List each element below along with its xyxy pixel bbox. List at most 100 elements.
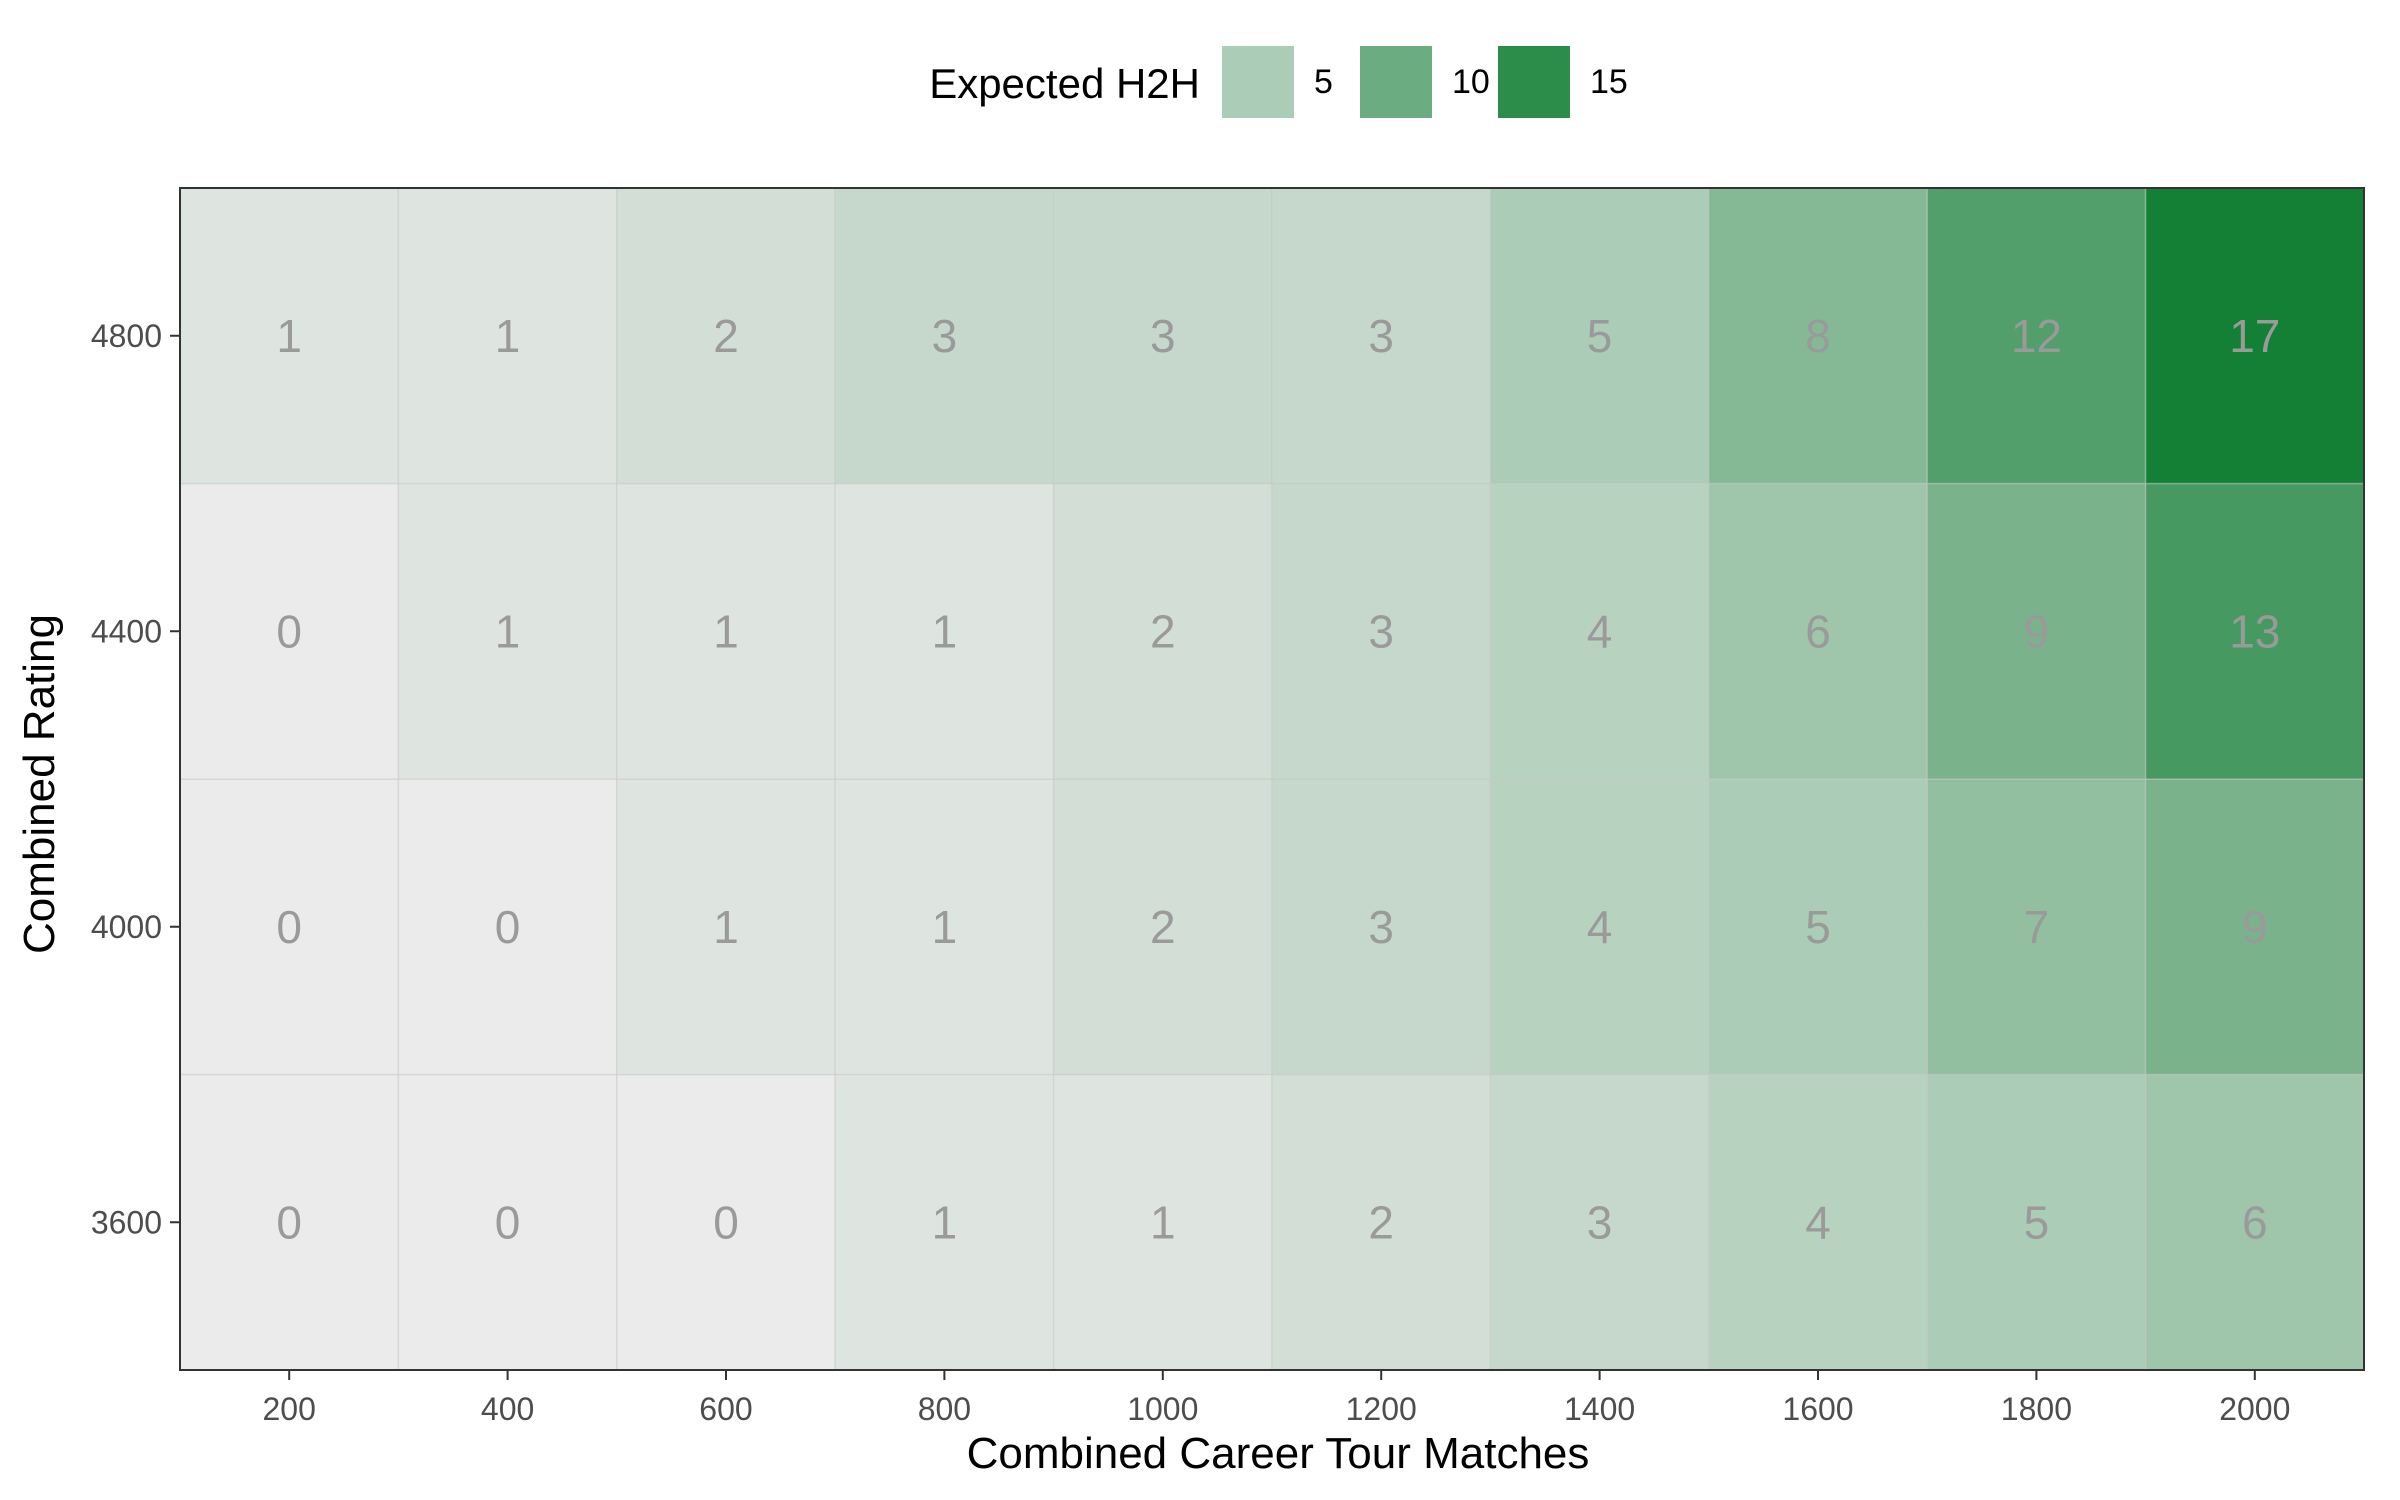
cell-value-label: 5	[2024, 1196, 2050, 1248]
cell-value-label: 1	[495, 605, 521, 657]
cell-value-label: 3	[1368, 310, 1394, 362]
heatmap-tile	[1489, 187, 1710, 485]
y-tick-label: 3600	[91, 1204, 162, 1240]
cell-value-label: 5	[1587, 310, 1613, 362]
heatmap-tile	[179, 187, 400, 485]
cell-value-label: 2	[1368, 1196, 1394, 1248]
cell-value-label: 12	[2011, 310, 2062, 362]
heatmap-tile	[834, 778, 1055, 1076]
cell-value-label: 1	[932, 1196, 958, 1248]
legend-label: 10	[1452, 63, 1490, 101]
heatmap-tile	[1271, 778, 1492, 1076]
cell-value-label: 3	[1587, 1196, 1613, 1248]
x-tick-label: 600	[699, 1391, 752, 1427]
y-tick-label: 4000	[91, 909, 162, 945]
x-tick-label: 200	[263, 1391, 316, 1427]
heatmap-tile	[1271, 187, 1492, 485]
heatmap-tile	[616, 1073, 836, 1371]
cell-value-label: 5	[1805, 901, 1831, 953]
cell-value-label: 3	[1150, 310, 1176, 362]
heatmap-tile	[2144, 1073, 2365, 1371]
heatmap-tile	[397, 778, 618, 1076]
cell-labels: 0 0 0 1 1 2 3 4 5 60 0 1 1 2 3 4 5 7 90 1 1 1 2 3 4 6 9 131 1 2 3 3 3 5 8 1…	[276, 310, 2280, 1249]
legend-key	[1360, 46, 1432, 118]
legend-keys: 5 10 15	[1222, 46, 1628, 118]
cell-value-label: 1	[932, 605, 958, 657]
heatmap-tile	[1708, 778, 1928, 1076]
heatmap-tile	[616, 778, 836, 1076]
cell-value-label: 1	[932, 901, 958, 953]
cell-value-label: 0	[276, 605, 302, 657]
legend: Expected H2H 5 10 15	[929, 46, 1628, 118]
legend-key	[1498, 46, 1570, 118]
cell-value-label: 1	[495, 310, 521, 362]
heatmap-tile	[179, 1073, 400, 1371]
heatmap-tile	[1271, 1073, 1492, 1371]
heatmap-tile	[834, 1073, 1055, 1371]
legend-label: 15	[1590, 63, 1628, 101]
cell-value-label: 8	[1805, 310, 1831, 362]
heatmap-tiles	[179, 187, 2365, 1371]
heatmap-tile	[616, 482, 836, 780]
cell-value-label: 0	[713, 1196, 739, 1248]
y-axis: 3600 4000 4400 4800	[91, 318, 180, 1240]
cell-value-label: 3	[1368, 605, 1394, 657]
cell-value-label: 1	[276, 310, 302, 362]
x-tick-label: 800	[918, 1391, 971, 1427]
heatmap-tile	[1052, 778, 1273, 1076]
panel-border	[179, 187, 2365, 1371]
heatmap-tile	[1489, 482, 1710, 780]
heatmap-tile	[1489, 778, 1710, 1076]
heatmap-tile	[1926, 482, 2147, 780]
heatmap-tile	[397, 187, 618, 485]
heatmap-tile	[616, 187, 836, 485]
heatmap-tile	[1926, 1073, 2147, 1371]
y-axis-title: Combined Rating	[15, 614, 64, 954]
cell-value-label: 4	[1587, 901, 1613, 953]
cell-value-label: 9	[2242, 901, 2268, 953]
cell-value-label: 1	[1150, 1196, 1176, 1248]
cell-value-label: 1	[713, 605, 739, 657]
heatmap-tile	[1708, 1073, 1928, 1371]
x-axis: 200 400 600 800 1000 1200 1400 1600 1800 2000	[263, 1370, 2290, 1427]
x-tick-label: 1200	[1346, 1391, 1417, 1427]
x-tick-label: 400	[481, 1391, 534, 1427]
heatmap-tile	[1052, 187, 1273, 485]
cell-value-label: 6	[2242, 1196, 2268, 1248]
cell-value-label: 3	[1368, 901, 1394, 953]
cell-value-label: 1	[713, 901, 739, 953]
cell-value-label: 0	[495, 901, 521, 953]
heatmap-tile	[397, 1073, 618, 1371]
x-tick-label: 1400	[1564, 1391, 1635, 1427]
cell-value-label: 7	[2024, 901, 2050, 953]
heatmap-tile	[179, 778, 400, 1076]
cell-value-label: 2	[1150, 605, 1176, 657]
cell-value-label: 9	[2024, 605, 2050, 657]
cell-value-label: 13	[2229, 605, 2280, 657]
cell-value-label: 4	[1805, 1196, 1831, 1248]
legend-label: 5	[1314, 63, 1333, 101]
cell-value-label: 0	[276, 901, 302, 953]
heatmap-tile	[2144, 778, 2365, 1076]
cell-value-label: 6	[1805, 605, 1831, 657]
x-tick-label: 1000	[1127, 1391, 1198, 1427]
cell-value-label: 3	[932, 310, 958, 362]
cell-value-label: 2	[1150, 901, 1176, 953]
x-tick-label: 2000	[2219, 1391, 2290, 1427]
heatmap-tile	[1708, 482, 1928, 780]
y-tick-label: 4800	[91, 318, 162, 354]
heatmap-tile	[1489, 1073, 1710, 1371]
cell-value-label: 0	[495, 1196, 521, 1248]
x-tick-label: 1800	[2001, 1391, 2072, 1427]
cell-value-label: 4	[1587, 605, 1613, 657]
heatmap-tile	[1052, 482, 1273, 780]
legend-key	[1222, 46, 1294, 118]
heatmap-tile	[2144, 187, 2365, 485]
cell-value-label: 17	[2229, 310, 2280, 362]
x-tick-label: 1600	[1782, 1391, 1853, 1427]
heatmap-tile	[1708, 187, 1928, 485]
heatmap-tile	[1926, 778, 2147, 1076]
y-tick-label: 4400	[91, 613, 162, 649]
x-axis-title: Combined Career Tour Matches	[967, 1429, 1590, 1478]
